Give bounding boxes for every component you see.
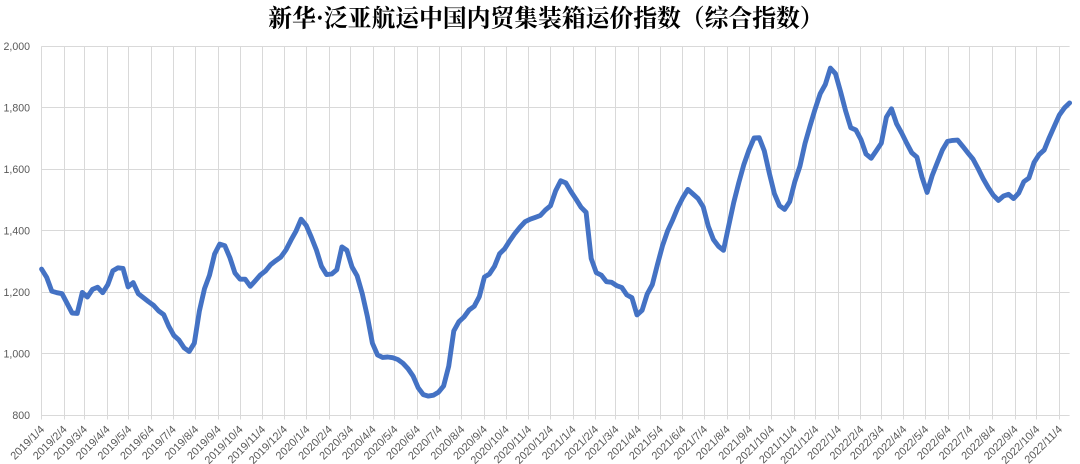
svg-text:800: 800 — [12, 410, 30, 422]
svg-text:2,000: 2,000 — [3, 41, 30, 53]
svg-text:1,600: 1,600 — [3, 164, 30, 176]
svg-text:1,000: 1,000 — [3, 349, 30, 361]
svg-text:1,400: 1,400 — [3, 225, 30, 237]
svg-text:1,800: 1,800 — [3, 102, 30, 114]
svg-text:1,200: 1,200 — [3, 287, 30, 299]
